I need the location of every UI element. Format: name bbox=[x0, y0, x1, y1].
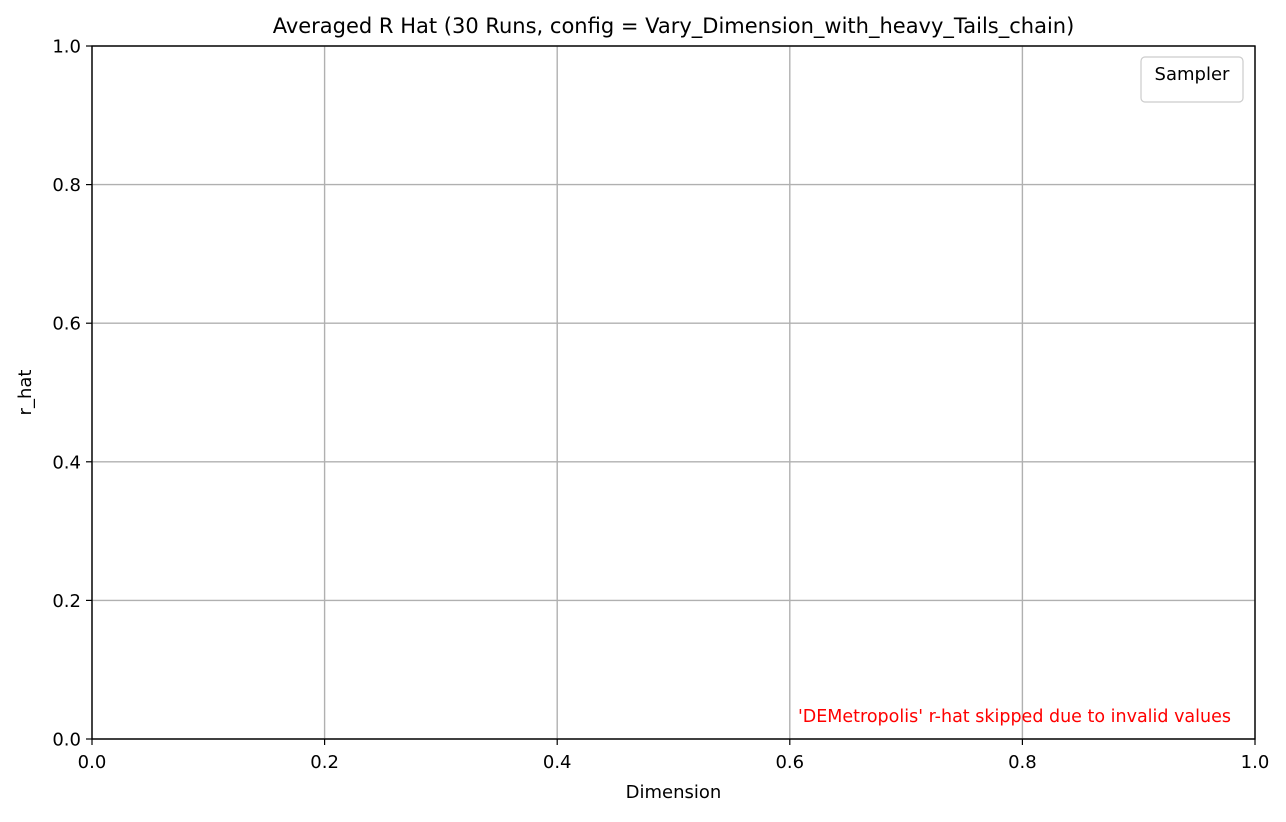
annotation-layer: 'DEMetropolis' r-hat skipped due to inva… bbox=[798, 707, 1231, 727]
axes-frame bbox=[91, 45, 1256, 740]
chart-title: Averaged R Hat (30 Runs, config = Vary_D… bbox=[273, 14, 1075, 39]
y-tick-label: 0.6 bbox=[52, 314, 81, 335]
x-tick-label: 0.8 bbox=[1008, 752, 1037, 773]
skip-warning-annotation: 'DEMetropolis' r-hat skipped due to inva… bbox=[798, 707, 1231, 727]
x-tick-label: 0.6 bbox=[775, 752, 804, 773]
y-tick-label: 0.2 bbox=[52, 591, 81, 612]
legend-box bbox=[1140, 56, 1244, 103]
y-tick-label: 0.0 bbox=[52, 730, 81, 751]
x-tick-label: 1.0 bbox=[1241, 752, 1270, 773]
y-tick-label: 1.0 bbox=[52, 37, 81, 58]
x-tick-label: 0.0 bbox=[78, 752, 107, 773]
legend-title: Sampler bbox=[1155, 64, 1230, 85]
x-axis-label: Dimension bbox=[626, 782, 722, 803]
y-tick-label: 0.8 bbox=[52, 175, 81, 196]
x-tick-label: 0.4 bbox=[543, 752, 572, 773]
y-axis-label: r_hat bbox=[15, 370, 36, 416]
legend: Sampler bbox=[1140, 56, 1244, 103]
y-tick-label: 0.4 bbox=[52, 452, 81, 473]
tick-layer: 0.0 0.2 0.4 0.6 0.8 1.0 0.0 0.2 0.4 0.6 0.8 1.0 bbox=[52, 37, 1269, 774]
x-tick-label: 0.2 bbox=[310, 752, 339, 773]
